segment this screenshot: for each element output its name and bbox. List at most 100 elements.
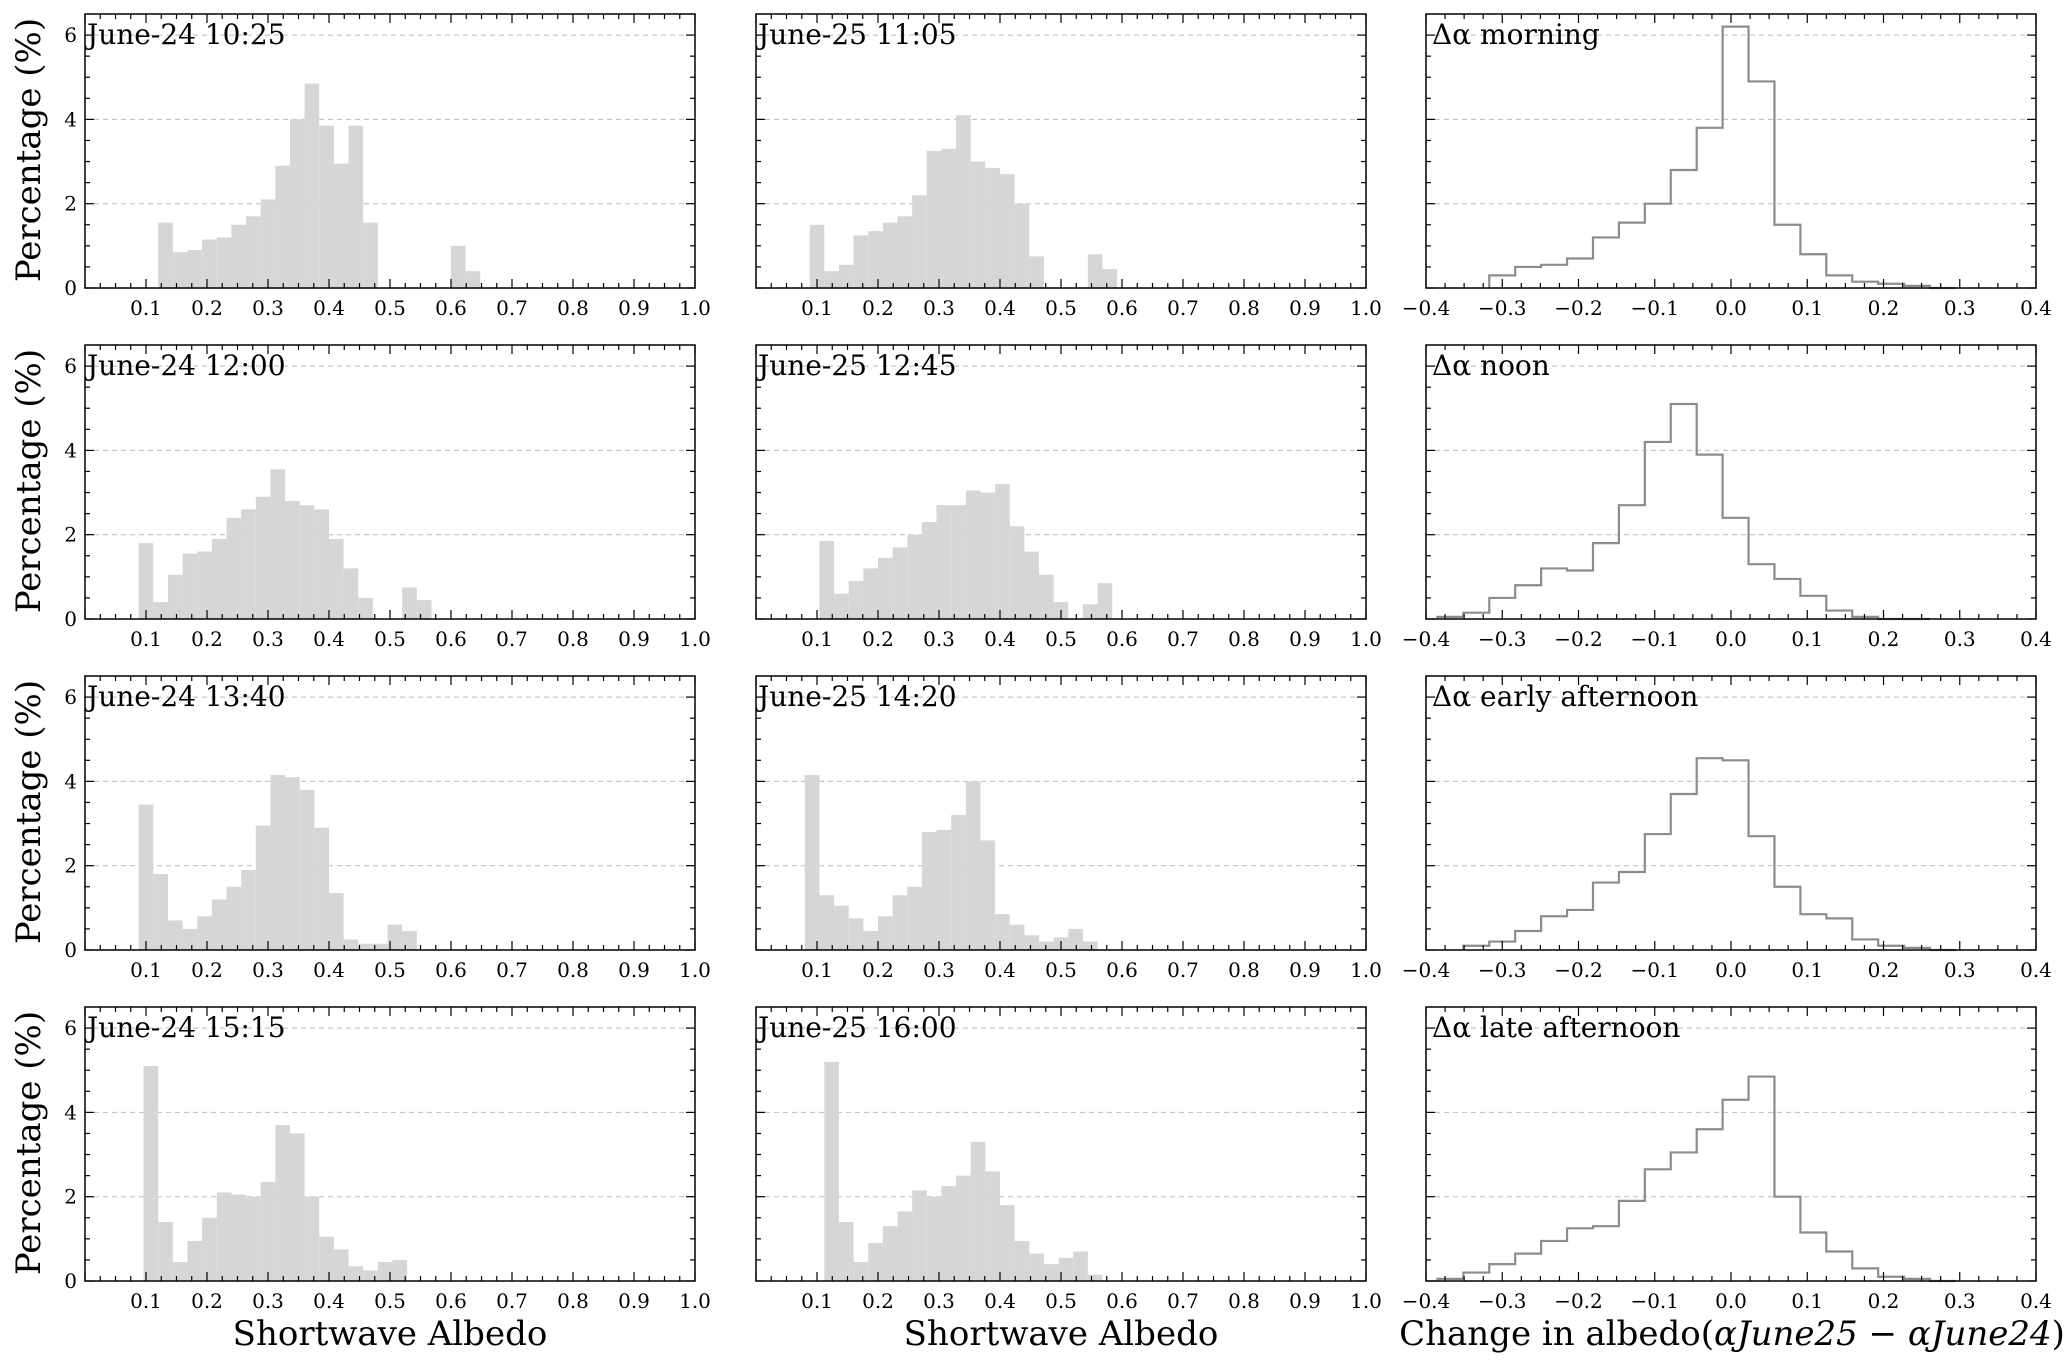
histogram-bar	[202, 1217, 217, 1281]
x-tick-label: −0.3	[1478, 627, 1527, 651]
histogram-bar	[255, 496, 271, 619]
histogram-bar	[912, 1190, 927, 1281]
histogram-bar	[941, 1186, 957, 1281]
histogram-bar	[878, 916, 893, 950]
axes-frame	[755, 13, 1367, 289]
x-tick-label: 0.0	[1715, 958, 1747, 982]
x-tick-label: 0.5	[374, 1289, 406, 1313]
histogram-bar	[1029, 256, 1044, 288]
histogram-bar	[314, 827, 329, 950]
histogram-bar	[138, 804, 154, 950]
x-tick-label: 0.1	[130, 627, 162, 651]
x-tick-label: 0.4	[313, 627, 345, 651]
x-tick-label: 0.9	[618, 1289, 650, 1313]
panel-label: June-25 11:05	[755, 18, 957, 51]
histogram-bar	[1009, 924, 1025, 950]
histogram-bar	[936, 505, 952, 619]
x-tick-label: 0.2	[1868, 1289, 1900, 1313]
step-histogram-line	[1436, 1075, 1956, 1283]
histogram-bar	[1029, 1253, 1044, 1281]
y-tick-label: 0	[64, 938, 77, 962]
xlabel-change-expr: αJune25 − αJune24	[1714, 1314, 2052, 1354]
x-tick-label: −0.1	[1630, 1289, 1679, 1313]
histogram-bar	[211, 899, 227, 950]
step-histogram-line	[1462, 757, 1956, 952]
histogram-bar	[804, 775, 820, 950]
histogram-bar	[392, 1259, 408, 1281]
histogram-panel: 0.1 0.2 0.3 0.4 0.5 0.6 0.7 0.8 0.9 1.0 June-25 14…	[755, 675, 1382, 982]
x-tick-label: −0.2	[1554, 296, 1603, 320]
x-tick-label: 0.9	[618, 296, 650, 320]
histogram-bar	[167, 574, 183, 619]
x-tick-label: 0.5	[1045, 1289, 1077, 1313]
histogram-bar	[868, 1243, 883, 1281]
x-tick-label: 0.4	[2020, 958, 2052, 982]
histogram-bar	[182, 928, 198, 950]
histogram-bar	[1082, 941, 1098, 950]
histogram-panel: 0.1 0.2 0.3 0.4 0.5 0.6 0.7 0.8 0.9 1.0 0 2 4 6 June-2…	[64, 13, 711, 320]
y-tick-label: 4	[64, 769, 77, 793]
x-tick-label: 0.7	[1167, 296, 1199, 320]
axes-frame	[84, 13, 696, 289]
x-tick-label: 0.9	[1289, 958, 1321, 982]
histogram-bar	[819, 895, 835, 950]
histogram-bar	[231, 1194, 247, 1281]
axes-frame	[755, 344, 1367, 620]
histogram-bar	[853, 1262, 869, 1281]
histogram-bar	[153, 874, 168, 950]
y-tick-label: 0	[64, 1269, 77, 1293]
x-tick-label: 0.3	[252, 627, 284, 651]
histogram-bar	[921, 522, 937, 619]
panel-label: June-24 13:40	[84, 680, 286, 713]
x-tick-label: 0.1	[801, 627, 833, 651]
panel-grid: 0.1 0.2 0.3 0.4 0.5 0.6 0.7 0.8 0.9 1.0 0 2 4 6 June-2…	[64, 13, 2052, 1313]
histogram-bar	[848, 581, 864, 619]
y-tick-label: 6	[64, 1016, 77, 1040]
histogram-bar	[995, 484, 1010, 619]
y-tick-label: 6	[64, 23, 77, 47]
histogram-panel: −0.4 −0.3 −0.2 −0.1 0.0 0.1 0.2 0.3 0.4 Δα noon	[1402, 344, 2052, 651]
panel-label: June-25 12:45	[755, 349, 957, 382]
histogram-bar	[882, 1226, 898, 1281]
histogram-bar	[260, 199, 276, 288]
panel-label: June-24 10:25	[84, 18, 286, 51]
x-tick-label: 0.6	[435, 296, 467, 320]
histogram-bar	[246, 216, 261, 288]
step-histogram-line	[1488, 25, 1956, 290]
x-tick-label: 0.4	[984, 296, 1016, 320]
x-tick-label: 0.8	[557, 296, 589, 320]
x-tick-label: 1.0	[679, 1289, 711, 1313]
histogram-panel: 0.1 0.2 0.3 0.4 0.5 0.6 0.7 0.8 0.9 1.0 June-25 11…	[755, 13, 1382, 320]
histogram-bar	[907, 534, 922, 619]
histogram-bar	[211, 538, 227, 619]
histogram-bar	[980, 840, 996, 950]
y-tick-label: 4	[64, 107, 77, 131]
x-tick-label: 0.8	[557, 627, 589, 651]
histogram-bar	[819, 541, 835, 619]
x-tick-label: 0.1	[801, 296, 833, 320]
histogram-bar	[912, 195, 927, 288]
x-tick-label: 1.0	[1350, 958, 1382, 982]
x-tick-label: 0.4	[984, 1289, 1016, 1313]
x-tick-label: 0.0	[1715, 296, 1747, 320]
histogram-bar	[319, 1236, 334, 1281]
step-histogram-line	[1436, 402, 1931, 621]
x-tick-label: 0.0	[1715, 627, 1747, 651]
histogram-bar	[882, 222, 898, 288]
axes-frame	[84, 675, 696, 951]
y-tick-label: 6	[64, 685, 77, 709]
ylabel-row-1: Percentage (%)	[9, 18, 49, 282]
x-tick-label: 0.4	[313, 958, 345, 982]
x-tick-label: 0.2	[862, 958, 894, 982]
x-tick-label: 0.8	[1228, 627, 1260, 651]
histogram-bar	[951, 815, 966, 950]
axes-frame	[1425, 675, 2037, 951]
x-tick-label: 0.2	[191, 627, 223, 651]
histogram-bar	[956, 1175, 971, 1281]
panel-label: Δα noon	[1432, 349, 1550, 382]
histogram-bar	[465, 271, 481, 288]
histogram-bar	[172, 1262, 188, 1281]
y-tick-label: 4	[64, 438, 77, 462]
x-tick-label: 0.6	[435, 1289, 467, 1313]
